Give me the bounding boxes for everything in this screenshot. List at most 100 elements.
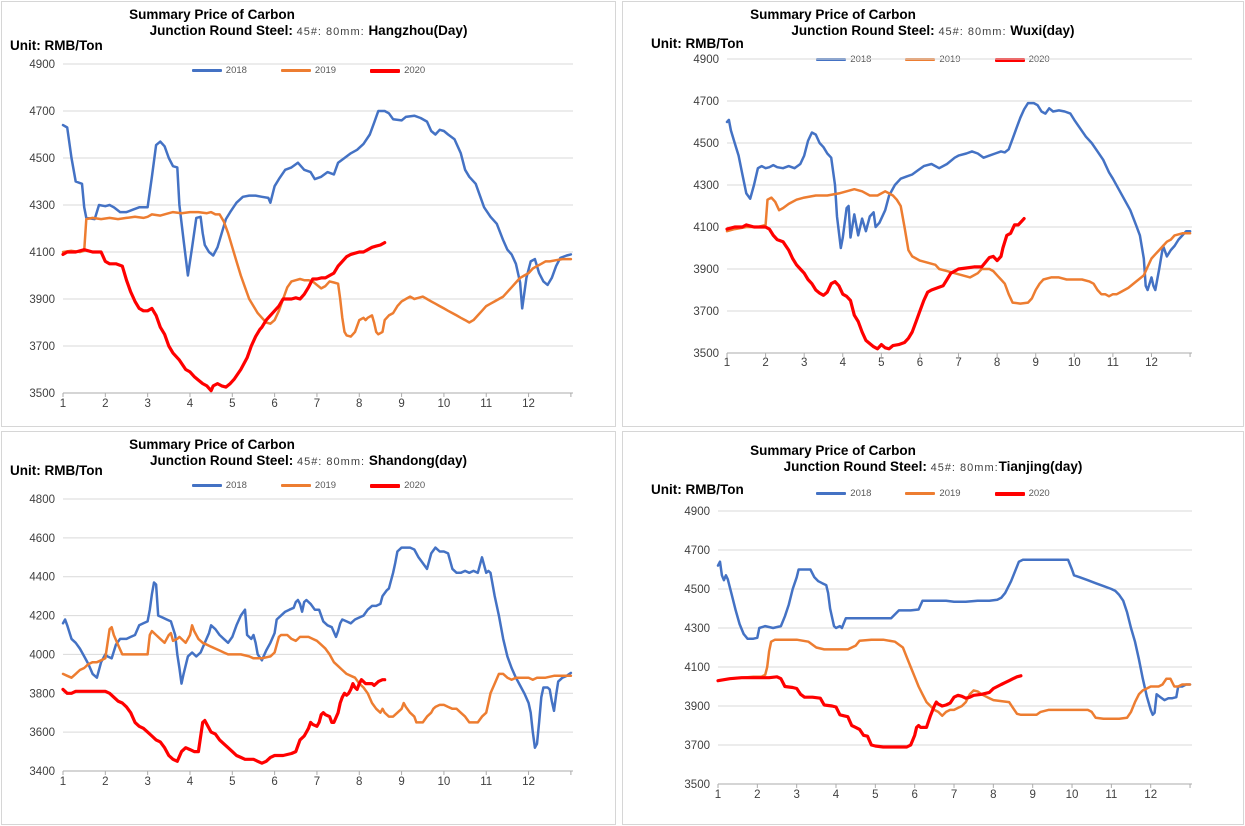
legend-label: 2020 [404,480,426,491]
x-axis-label: 9 [1029,789,1035,801]
y-axis-label: 3400 [29,766,55,778]
x-axis-label: 2 [754,789,760,801]
legend-swatch-2018 [191,69,222,72]
legend-item-2018: 2018 [191,65,247,76]
x-axis-label: 9 [398,398,404,410]
y-axis-label: 4100 [684,662,710,674]
subtitle-bold: Junction Round Steel: [791,23,935,38]
series-line-2018 [725,101,1192,292]
x-axis-label: 5 [229,398,235,410]
unit-label: Unit: RMB/Ton [651,36,744,51]
y-axis-label: 4900 [684,506,710,518]
x-axis-label: 2 [102,776,108,788]
x-axis-label: 11 [480,398,492,410]
x-axis-label: 4 [187,776,194,788]
legend: 2018 2019 2020 [2,65,615,76]
x-axis-label: 1 [724,357,730,369]
subtitle-spec: 45#: 80mm: [930,462,999,474]
subtitle-bold: Junction Round Steel: [149,23,293,38]
legend-swatch-2020 [994,491,1025,496]
x-axis-label: 1 [60,398,66,410]
x-axis-label: 8 [356,398,362,410]
y-axis-label: 4500 [29,153,55,165]
x-axis-label: 5 [878,357,884,369]
x-axis-label: 3 [144,776,150,788]
chart-title: Summary Price of Carbon [129,7,295,22]
subtitle-city: Shandong(day) [368,453,468,468]
legend: 2018 2019 2020 [623,488,1243,499]
legend-label: 2019 [314,480,337,491]
x-axis-label: 4 [840,357,847,369]
x-axis-label: 12 [1145,357,1158,369]
legend-item-2020: 2020 [370,480,425,491]
y-axis-label: 4700 [693,96,719,108]
y-axis-label: 3500 [29,388,55,400]
x-axis-label: 8 [994,357,1000,369]
y-axis-label: 4200 [29,611,55,623]
series-line-2020 [61,678,387,765]
legend-label: 2018 [225,480,247,491]
subtitle-city: Wuxi(day) [1010,23,1075,38]
legend-label: 2018 [850,488,872,499]
unit-label: Unit: RMB/Ton [10,38,103,53]
x-axis-label: 5 [872,789,878,801]
x-axis-label: 10 [1068,357,1081,369]
y-axis-label: 3900 [693,264,719,276]
x-axis-label: 7 [314,776,320,788]
x-axis-label: 7 [314,398,320,410]
y-axis-label: 3500 [693,348,719,360]
x-axis-label: 6 [917,357,923,369]
x-axis-label: 11 [480,776,492,788]
subtitle-city: Tianjing(day) [998,459,1083,474]
series-line-2019 [725,187,1192,305]
unit-label: Unit: RMB/Ton [651,482,744,497]
subtitle-spec: 45#: 80mm: [938,26,1007,38]
x-axis-label: 1 [60,776,66,788]
y-axis-label: 4100 [29,247,55,259]
y-axis-label: 3900 [29,294,55,306]
chart-subtitle: Junction Round Steel: 45#: 80mm: Hangzho… [2,23,615,38]
x-axis-label: 2 [762,357,768,369]
x-axis-label: 6 [271,776,277,788]
chart-subtitle: Junction Round Steel: 45#: 80mm: Shandon… [2,453,615,468]
y-axis-label: 4900 [29,59,55,71]
x-axis-label: 7 [955,357,961,369]
x-axis-label: 9 [1033,357,1039,369]
x-axis-label: 10 [438,398,451,410]
x-axis-label: 7 [951,789,957,801]
x-axis-label: 8 [990,789,996,801]
y-axis-label: 4300 [693,180,719,192]
x-axis-label: 4 [187,398,194,410]
subtitle-spec: 45#: 80mm: [296,456,366,468]
y-axis-label: 4100 [693,222,719,234]
x-axis-label: 10 [438,776,451,788]
chart-title: Summary Price of Carbon [750,7,916,22]
chart-panel-shandong: Summary Price of Carbon Junction Round S… [1,431,616,825]
legend-label: 2019 [939,488,961,499]
y-axis-label: 4300 [684,623,710,635]
y-axis-label: 4500 [693,138,719,150]
y-axis-label: 3700 [693,306,719,318]
series-line-2018 [716,558,1192,717]
y-axis-label: 4900 [693,54,719,66]
y-axis-label: 4500 [684,584,710,596]
x-axis-label: 6 [911,789,917,801]
subtitle-bold: Junction Round Steel: [783,459,927,474]
x-axis-label: 12 [1144,789,1157,801]
series-line-2018 [61,109,573,310]
chart-title: Summary Price of Carbon [129,437,295,452]
legend: 2018 2019 2020 [2,480,615,491]
x-axis-label: 4 [833,789,840,801]
x-axis-label: 5 [229,776,235,788]
subtitle-bold: Junction Round Steel: [149,453,294,468]
legend-item-2018: 2018 [816,488,871,499]
x-axis-label: 9 [398,776,404,788]
x-axis-label: 10 [1066,789,1079,801]
legend-swatch-2019 [280,69,311,72]
subtitle-city: Hangzhou(Day) [368,23,468,38]
chart-panel-tianjing: Summary Price of Carbon Junction Round S… [622,431,1244,825]
series-line-2020 [716,674,1023,749]
